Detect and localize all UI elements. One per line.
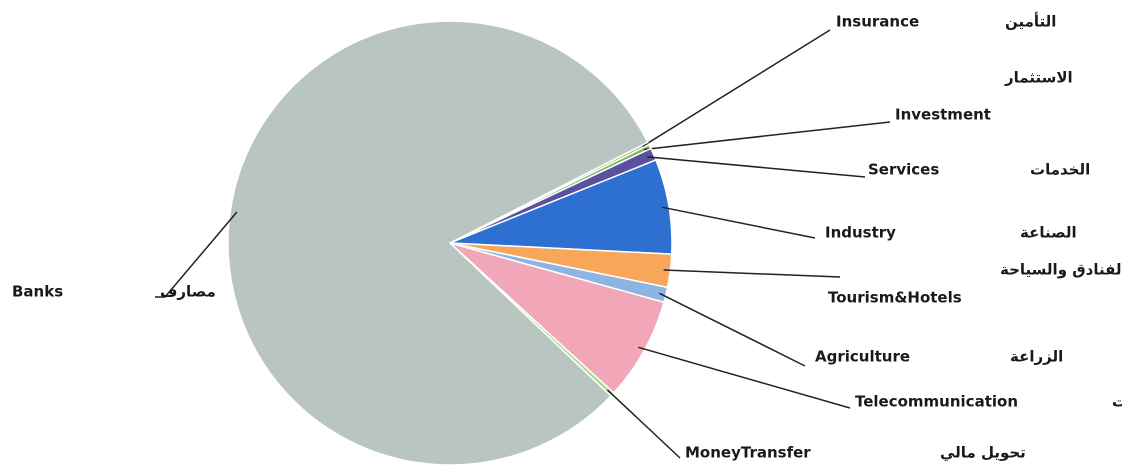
category-label-ar: تحويل مالي <box>940 444 1026 462</box>
category-label-ar: مصارف <box>160 283 216 301</box>
category-label: Tourism&Hotels <box>828 289 962 307</box>
category-label-ar: اتصالات <box>1112 393 1122 411</box>
category-label: Banks <box>12 283 63 301</box>
leader-line <box>155 211 238 298</box>
category-label-ar: الخدمات <box>1030 161 1090 179</box>
category-label: Agriculture <box>815 348 910 366</box>
category-label: MoneyTransfer <box>685 444 811 462</box>
leader-line <box>643 121 891 151</box>
leader-line <box>647 156 866 178</box>
leader-line <box>663 269 841 278</box>
category-label-ar: الزراعة <box>1010 348 1063 366</box>
pie-slice <box>449 242 665 394</box>
category-label: Investment <box>895 106 991 124</box>
category-label: Services <box>868 161 939 179</box>
category-label: Insurance <box>836 13 919 31</box>
category-label-ar: الفنادق والسياحة <box>1000 261 1122 279</box>
category-label-ar: التأمين <box>1005 12 1056 31</box>
leader-line <box>642 29 831 148</box>
category-label-ar: الصناعة <box>1020 224 1077 242</box>
category-label-ar: الاستثمار <box>1004 69 1073 87</box>
pie-slice <box>227 20 649 466</box>
leader-line <box>662 206 816 239</box>
category-label: Telecommunication <box>855 393 1018 411</box>
category-label: Industry <box>825 224 896 242</box>
leader-line <box>659 292 806 367</box>
leader-line <box>638 346 851 409</box>
leader-line <box>606 389 681 459</box>
